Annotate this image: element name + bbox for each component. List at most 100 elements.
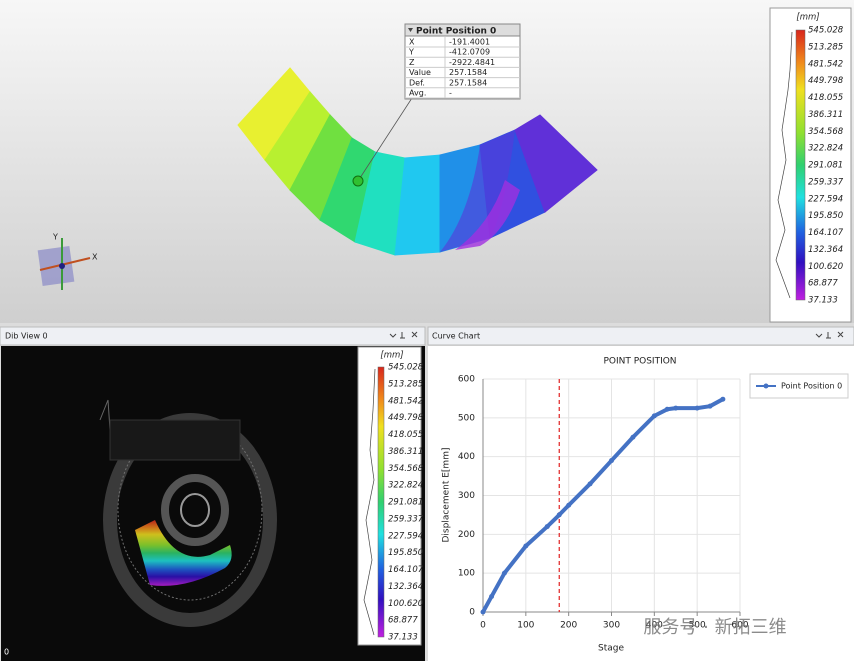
tooltip-value: -191.4001: [449, 38, 490, 47]
y-tick-label: 100: [458, 569, 475, 579]
axis-gizmo: [37, 238, 91, 290]
legend-tick-label: 132.364: [808, 245, 843, 255]
legend-tick-label: 227.594: [808, 194, 843, 204]
point: [720, 396, 726, 402]
surface-band: [455, 180, 520, 250]
legend-tick-label: 68.877: [808, 279, 838, 289]
point: [544, 524, 550, 530]
point: [664, 406, 670, 412]
legend-unit: [mm]: [796, 13, 819, 23]
x-tick-label: 300: [603, 621, 620, 631]
panel-title: Curve Chart: [432, 332, 480, 341]
legend-tick-label: 259.337: [388, 514, 424, 524]
surface-band: [514, 114, 598, 213]
legend-tick-label: 386.311: [388, 447, 423, 457]
x-tick-label: 500: [689, 621, 706, 631]
tooltip-value: -2922.4841: [449, 58, 495, 67]
tooltip-value: -: [449, 89, 452, 98]
legend-tick-label: 291.081: [808, 161, 843, 171]
legend-tick-label: 132.364: [388, 582, 423, 592]
panel-title: Dib View 0: [5, 332, 48, 341]
point: [501, 570, 507, 576]
x-tick-label: 200: [560, 621, 577, 631]
legend-tick-label: 227.594: [388, 531, 423, 541]
legend-tick-label: 449.798: [808, 76, 844, 86]
close-button[interactable]: [411, 331, 418, 338]
tooltip-key: Z: [409, 58, 415, 67]
x-tick-label: 0: [480, 621, 486, 631]
legend-tick-label: 449.798: [388, 413, 424, 423]
legend-tick-label: 418.055: [388, 430, 423, 440]
gizmo-label: Y: [52, 233, 58, 242]
point: [630, 434, 636, 440]
legend-tick-label: 37.133: [388, 633, 418, 643]
line-series: [481, 397, 724, 613]
legend-tick-label: 195.850: [808, 211, 843, 221]
legend-tick-label: 322.824: [388, 481, 423, 491]
color-bar: [377, 366, 385, 638]
legend-tick-label: 164.107: [808, 228, 844, 238]
x-tick-label: 100: [517, 621, 534, 631]
y-tick-label: 600: [458, 375, 475, 385]
point: [587, 481, 593, 487]
legend-tick-label: 545.028: [388, 363, 424, 373]
deformed-part: [237, 67, 598, 256]
point: [556, 512, 562, 518]
tooltip-value: 257.1584: [449, 68, 487, 77]
panel-header: [427, 326, 854, 346]
leader-line: [357, 97, 413, 182]
tooltip: [404, 23, 521, 100]
legend-tick-label: 164.107: [388, 565, 424, 575]
menu-button[interactable]: [815, 333, 823, 338]
point: [609, 458, 614, 464]
legend-tick-label: 100.620: [808, 262, 843, 272]
histogram-profile: [363, 368, 376, 636]
probe-point[interactable]: [352, 175, 364, 187]
x-tick-label: 600: [731, 621, 748, 631]
overlay-result: [135, 520, 232, 586]
tooltip-value: 257.1584: [449, 78, 487, 87]
x-tick-label: 400: [646, 621, 663, 631]
point: [707, 403, 713, 409]
legend-tick-label: 354.568: [388, 464, 424, 474]
watermark: 服务号 · 新拓三维: [643, 617, 786, 638]
tooltip-key: Value: [409, 68, 431, 77]
legend-tick-label: 322.824: [808, 144, 843, 154]
legend-label: Point Position 0: [781, 382, 842, 391]
y-tick-label: 500: [458, 413, 475, 423]
pin-button[interactable]: [826, 332, 831, 339]
legend-tick-label: 195.850: [388, 548, 423, 558]
legend-tick-label: 481.542: [388, 396, 423, 406]
y-tick-label: 0: [469, 608, 475, 618]
point: [489, 593, 495, 599]
legend-tick-label: 68.877: [388, 616, 418, 626]
close-button[interactable]: [837, 331, 844, 338]
legend-swatch: [763, 383, 769, 389]
legend-tick-label: 481.542: [808, 59, 843, 69]
frame-number: 0: [4, 648, 9, 657]
pin-button[interactable]: [400, 332, 405, 339]
tooltip-key: Def.: [409, 78, 425, 87]
histogram-profile: [775, 31, 793, 299]
camera-image: [99, 399, 277, 627]
tooltip-key: Avg.: [409, 89, 426, 98]
point: [480, 609, 486, 615]
point: [694, 405, 700, 411]
panel-header: [0, 326, 426, 346]
point: [673, 405, 679, 411]
x-axis-title: Stage: [598, 644, 624, 654]
legend-panel: [357, 346, 422, 646]
tooltip-value: -412.0709: [449, 48, 490, 57]
menu-button[interactable]: [389, 333, 397, 338]
point: [523, 543, 529, 549]
tooltip-key: Y: [408, 48, 414, 57]
legend-tick-label: 386.311: [808, 110, 843, 120]
color-bar: [795, 29, 806, 301]
legend-tick-label: 354.568: [808, 127, 844, 137]
y-tick-label: 200: [458, 530, 475, 540]
legend-tick-label: 545.028: [808, 26, 844, 36]
legend-tick-label: 291.081: [388, 498, 423, 508]
gizmo-label: X: [92, 253, 98, 262]
legend-tick-label: 418.055: [808, 93, 843, 103]
